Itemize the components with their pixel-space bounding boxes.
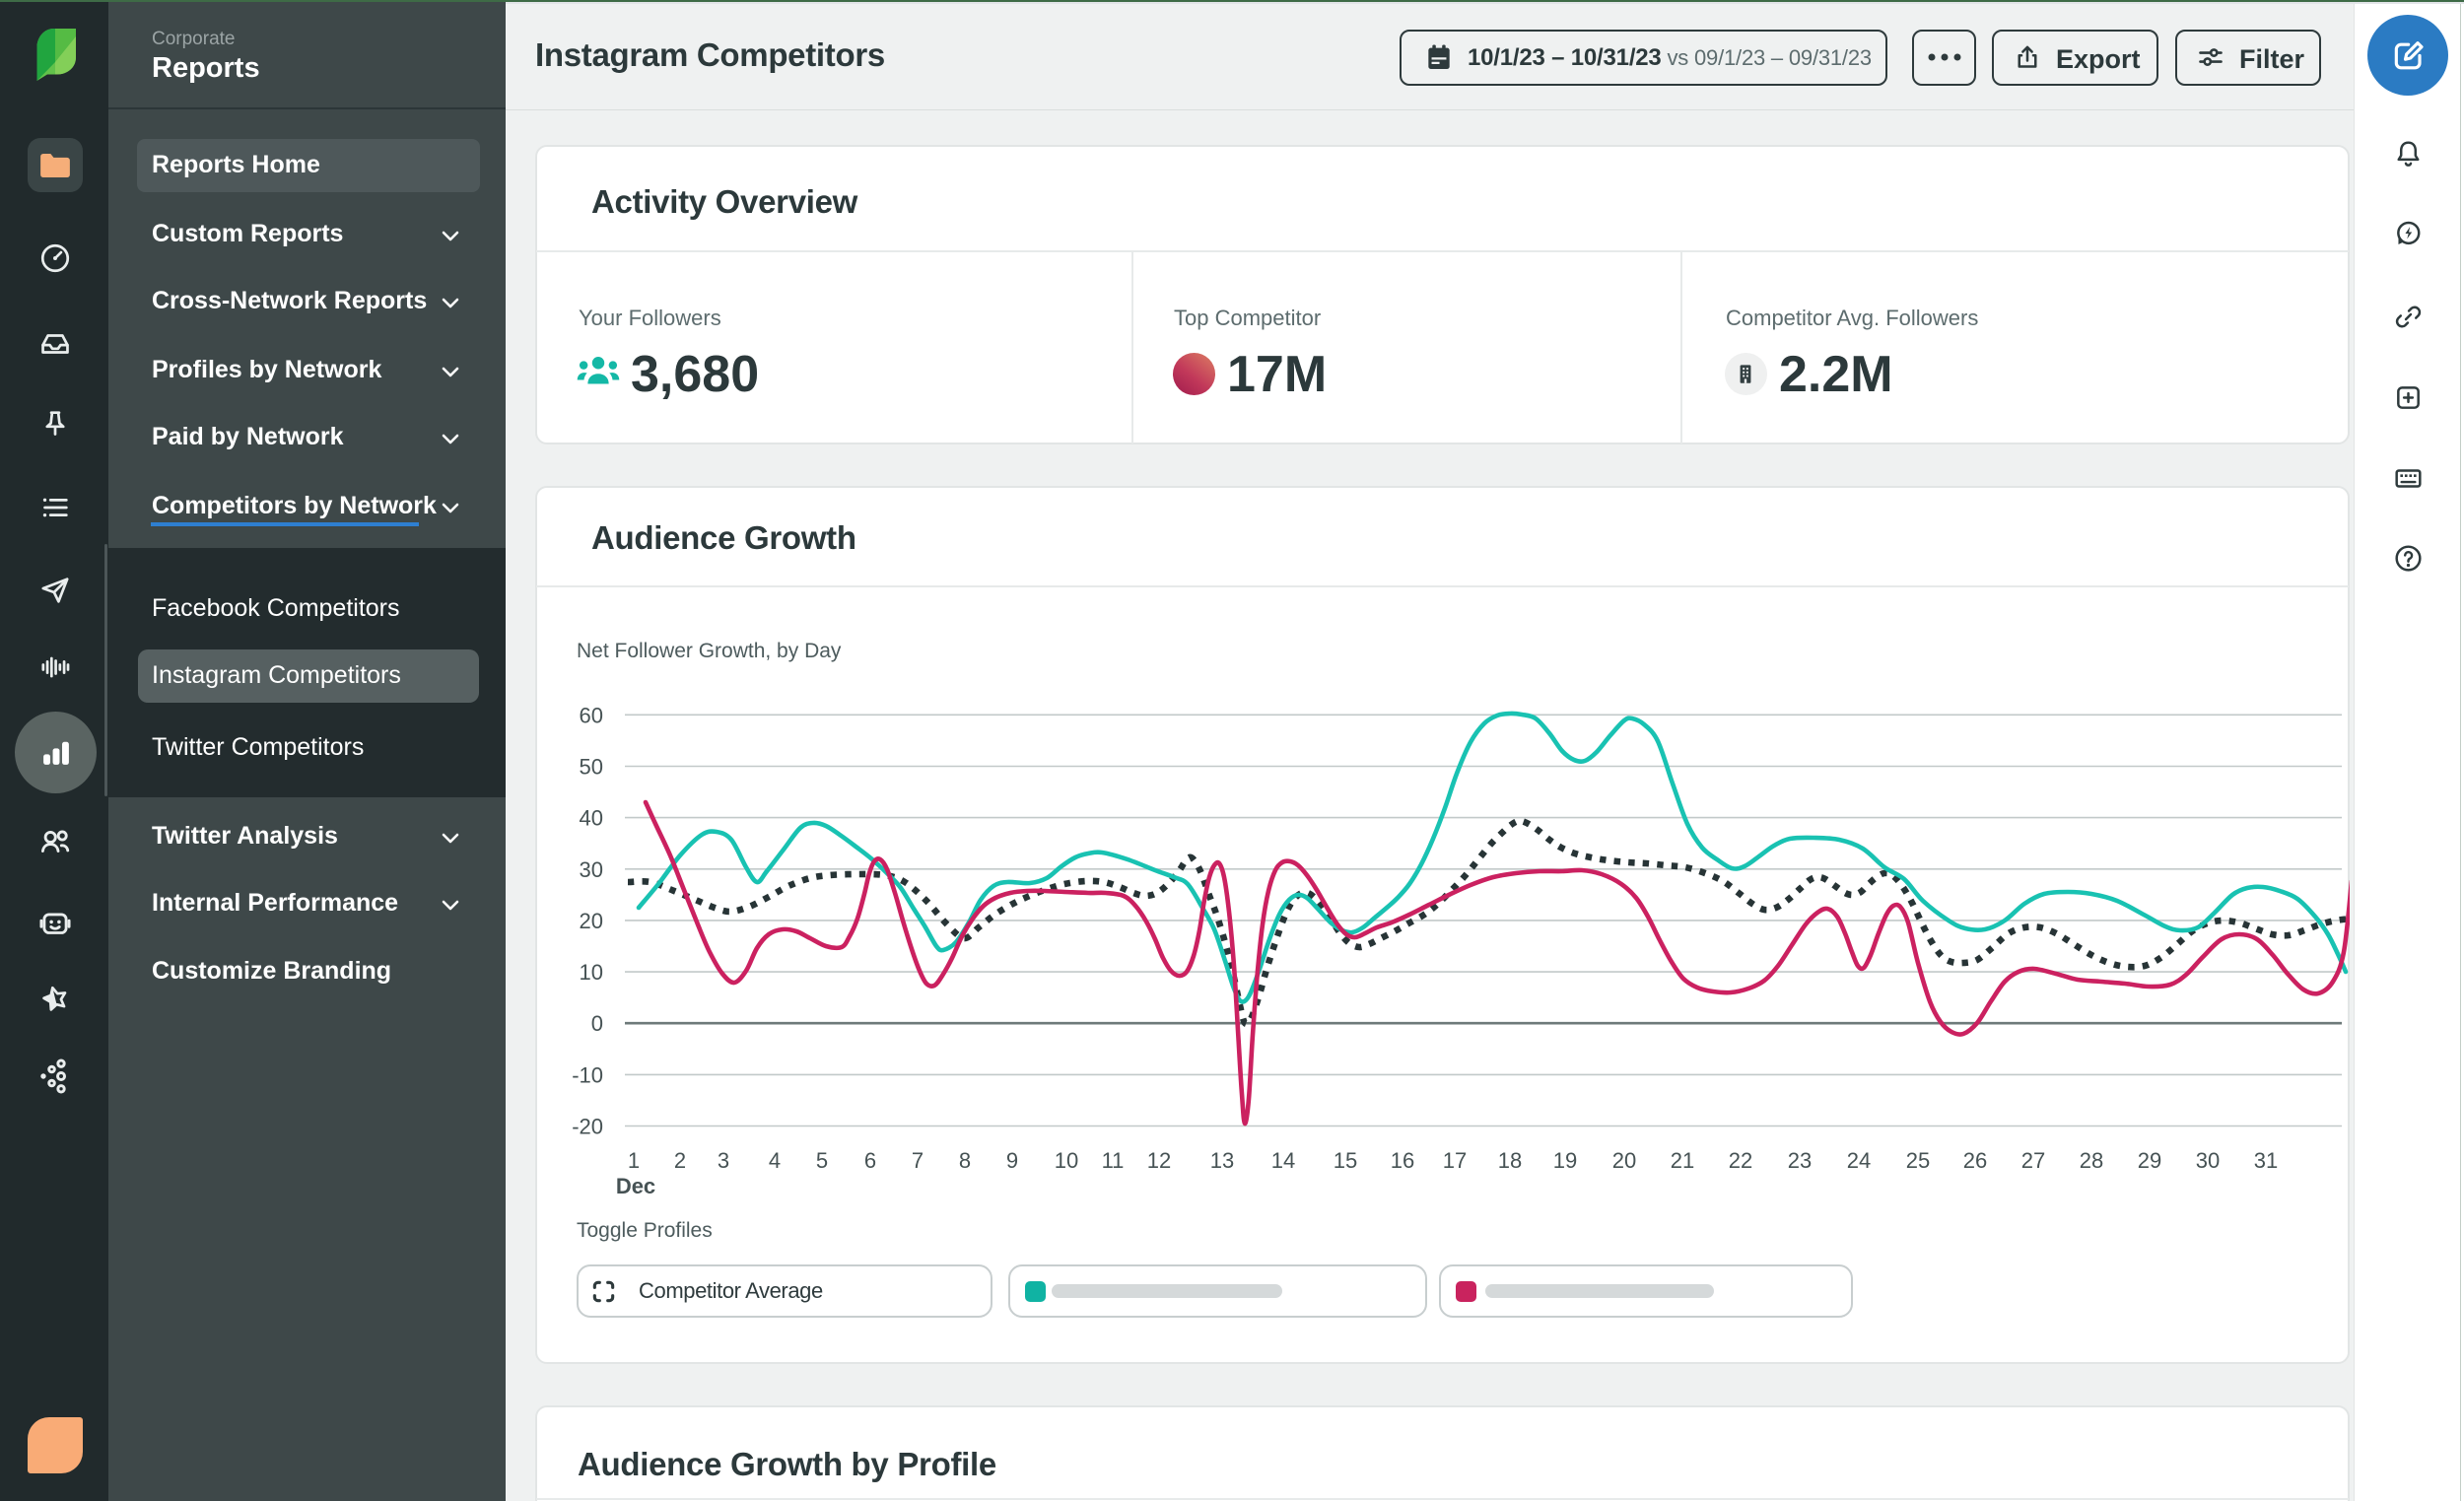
svg-text:26: 26	[1963, 1148, 1987, 1173]
svg-text:-20: -20	[572, 1115, 603, 1139]
svg-text:20: 20	[580, 909, 603, 933]
svg-text:30: 30	[2196, 1148, 2220, 1173]
svg-text:9: 9	[1006, 1148, 1018, 1173]
svg-text:19: 19	[1553, 1148, 1577, 1173]
svg-text:5: 5	[816, 1148, 828, 1173]
svg-text:25: 25	[1906, 1148, 1930, 1173]
svg-text:6: 6	[864, 1148, 876, 1173]
svg-text:4: 4	[769, 1148, 781, 1173]
svg-text:-10: -10	[572, 1062, 603, 1087]
svg-text:11: 11	[1102, 1148, 1125, 1173]
svg-text:30: 30	[580, 857, 603, 882]
svg-text:14: 14	[1271, 1148, 1295, 1173]
svg-text:27: 27	[2021, 1148, 2045, 1173]
svg-text:21: 21	[1671, 1148, 1694, 1173]
svg-text:31: 31	[2254, 1148, 2278, 1173]
svg-text:24: 24	[1847, 1148, 1871, 1173]
svg-text:1: 1	[628, 1148, 640, 1173]
svg-text:18: 18	[1498, 1148, 1522, 1173]
svg-text:60: 60	[580, 703, 603, 727]
svg-text:40: 40	[580, 806, 603, 831]
svg-text:15: 15	[1334, 1148, 1357, 1173]
svg-text:10: 10	[1055, 1148, 1078, 1173]
svg-text:12: 12	[1147, 1148, 1171, 1173]
svg-text:2: 2	[674, 1148, 686, 1173]
svg-text:28: 28	[2080, 1148, 2103, 1173]
svg-text:23: 23	[1788, 1148, 1812, 1173]
svg-text:0: 0	[591, 1011, 603, 1036]
svg-text:Dec: Dec	[616, 1174, 655, 1198]
svg-text:20: 20	[1612, 1148, 1636, 1173]
svg-text:29: 29	[2138, 1148, 2161, 1173]
svg-text:10: 10	[580, 960, 603, 985]
svg-text:7: 7	[912, 1148, 924, 1173]
svg-text:3: 3	[718, 1148, 729, 1173]
svg-text:50: 50	[580, 755, 603, 780]
svg-text:16: 16	[1391, 1148, 1414, 1173]
svg-text:13: 13	[1210, 1148, 1234, 1173]
svg-text:22: 22	[1729, 1148, 1752, 1173]
svg-text:17: 17	[1443, 1148, 1467, 1173]
svg-text:8: 8	[959, 1148, 971, 1173]
